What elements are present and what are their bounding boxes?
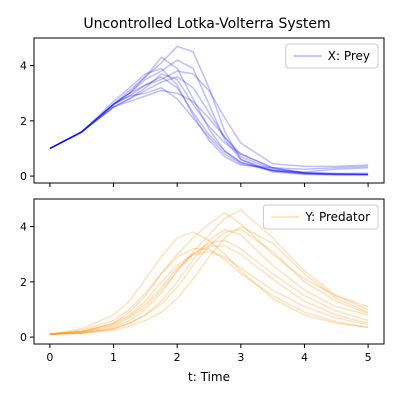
legend: X: Prey	[285, 43, 379, 69]
series-line-0-9	[49, 86, 369, 176]
y-tick-label: 4	[20, 221, 27, 234]
series-line-0-7	[49, 59, 369, 176]
series-line-0-5	[49, 89, 369, 176]
series-line-1-6	[49, 209, 369, 336]
series-line-0-4	[49, 75, 369, 173]
series-line-0-8	[49, 75, 369, 175]
x-axis-label: t: Time	[188, 370, 230, 384]
legend-label: X: Prey	[328, 49, 370, 63]
series-line-0-6	[49, 67, 369, 170]
series-line-1-1	[49, 228, 369, 336]
series-line-0-0	[49, 45, 369, 176]
x-tick-label: 0	[46, 351, 53, 364]
series-line-0-1	[49, 70, 369, 168]
y-tick-label: 0	[20, 331, 27, 344]
series-line-1-9	[49, 239, 369, 336]
series-line-1-3	[49, 225, 369, 336]
x-tick-label: 4	[301, 351, 308, 364]
series-line-0-2	[49, 56, 369, 175]
x-tick-label: 2	[174, 351, 181, 364]
legend: Y: Predator	[262, 204, 379, 230]
series-line-1-2	[49, 231, 369, 336]
x-tick-label: 3	[237, 351, 244, 364]
y-tick-label: 4	[20, 60, 27, 73]
prey-panel: 0 2 4 X: Prey	[20, 37, 385, 187]
plot-frame	[33, 198, 385, 345]
series-line-0-3	[49, 73, 369, 176]
series-line-1-5	[49, 250, 369, 336]
series-line-1-4	[49, 245, 369, 336]
x-tick-label: 5	[365, 351, 372, 364]
y-tick-label: 2	[20, 115, 27, 128]
series-line-1-8	[49, 228, 369, 336]
chart-title: Uncontrolled Lotka-Volterra System	[83, 16, 330, 32]
series-line-1-0	[49, 212, 369, 336]
y-tick-label: 2	[20, 276, 27, 289]
legend-label: Y: Predator	[304, 210, 370, 224]
plot-frame	[33, 37, 385, 184]
series-line-1-7	[49, 247, 369, 336]
predator-panel: 0 1 2 3 4 5 0 2 4 t: Time Y: Predator	[20, 198, 385, 384]
y-tick-label: 0	[20, 170, 27, 183]
x-tick-label: 1	[110, 351, 117, 364]
legend-box	[262, 204, 379, 230]
legend-box	[285, 43, 379, 69]
